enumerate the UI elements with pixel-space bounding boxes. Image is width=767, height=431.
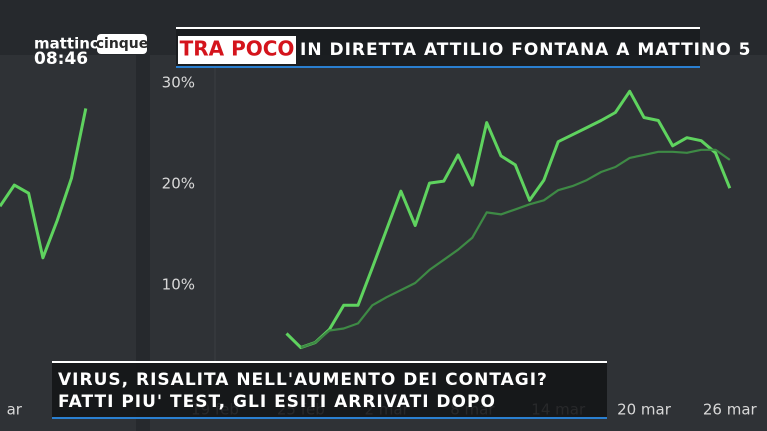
y-tick-label: 30% (162, 74, 195, 92)
caption-line: FATTI PIU' TEST, GLI ESITI ARRIVATI DOPO (58, 392, 496, 412)
bottom-banner-bg (52, 362, 607, 418)
logo: mattino cinque 08:46 (34, 34, 148, 69)
x-tick-label: ar (7, 401, 23, 419)
caption-line: VIRUS, RISALITA NELL'AUMENTO DEI CONTAGI… (58, 370, 548, 390)
series-line (285, 89, 732, 350)
y-tick-label: 10% (162, 276, 195, 294)
clock: 08:46 (34, 49, 88, 69)
y-tick-label: 20% (162, 175, 195, 193)
x-tick-label: 26 mar (703, 401, 758, 419)
top-banner: TRA POCO IN DIRETTA ATTILIO FONTANA A MA… (176, 27, 751, 68)
headline: IN DIRETTA ATTILIO FONTANA A MATTINO 5 (300, 40, 751, 60)
logo-brand: mattino (34, 35, 100, 53)
logo-brand2: cinque (96, 36, 149, 52)
x-tick-label: 20 mar (617, 401, 672, 419)
series-line (300, 148, 731, 349)
logo-box (97, 34, 147, 54)
series-line (0, 108, 88, 260)
tag: TRA POCO (180, 37, 295, 61)
tag-box (178, 36, 296, 64)
bottom-banner: VIRUS, RISALITA NELL'AUMENTO DEI CONTAGI… (52, 361, 607, 419)
